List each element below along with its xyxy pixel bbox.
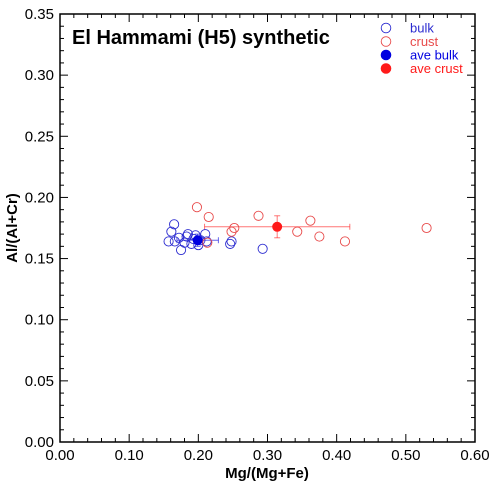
y-tick-label: 0.20: [25, 189, 54, 206]
crust-point: [292, 226, 303, 237]
legend-marker: [380, 36, 392, 47]
crust-point: [305, 215, 316, 226]
x-tick-label: 0.60: [460, 447, 489, 464]
y-tick-label: 0.15: [25, 251, 54, 268]
x-tick-label: 0.40: [322, 447, 351, 464]
crust-point: [229, 222, 240, 234]
bulk-point: [163, 236, 174, 247]
y-tick-label: 0.10: [25, 312, 54, 329]
legend-marker: [380, 49, 392, 61]
y-tick-label: 0.25: [25, 128, 54, 145]
x-tick-label: 0.00: [45, 447, 74, 464]
legend-label: crust: [410, 34, 439, 49]
legend-label: ave bulk: [410, 48, 459, 63]
crust-point: [339, 236, 351, 247]
x-tick-label: 0.10: [115, 447, 144, 464]
x-tick-label: 0.50: [391, 447, 420, 464]
tick-labels: 0.00 0.10 0.20 0.30 0.40 0.50 0.60 0.00 0.05 0.10…: [25, 6, 490, 464]
bulk-point: [225, 238, 236, 249]
bulk-point: [179, 237, 190, 248]
axis-ticks: [59, 13, 476, 443]
data-points: [163, 202, 432, 256]
bulk-point: [226, 236, 237, 247]
y-tick-label: 0.05: [25, 373, 54, 390]
ave-crust-point: [272, 221, 283, 232]
crust-point: [203, 211, 214, 223]
legend-label: bulk: [410, 21, 434, 36]
chart-title: El Hammami (H5) synthetic: [72, 27, 330, 49]
y-tick-label: 0.35: [25, 6, 54, 23]
y-tick-label: 0.00: [25, 434, 54, 451]
x-tick-label: 0.20: [184, 447, 213, 464]
y-tick-label: 0.30: [25, 67, 54, 84]
bulk-point: [257, 243, 268, 254]
legend-marker: [380, 63, 392, 74]
crust-point: [421, 222, 432, 234]
bulk-point: [169, 219, 180, 230]
crust-point: [226, 226, 237, 237]
crust-point: [314, 231, 325, 242]
crust-point: [253, 210, 264, 221]
legend-marker: [380, 22, 392, 34]
y-axis-title: Al/(Al+Cr): [4, 193, 21, 263]
x-tick-label: 0.30: [253, 447, 282, 464]
crust-point: [202, 237, 213, 248]
bulk-point: [166, 226, 177, 237]
crust-point: [191, 202, 202, 213]
legend-label: ave crust: [410, 61, 463, 76]
plot-area: [59, 13, 476, 443]
x-axis-title: Mg/(Mg+Fe): [225, 465, 309, 482]
ave-bulk-point: [192, 235, 203, 246]
